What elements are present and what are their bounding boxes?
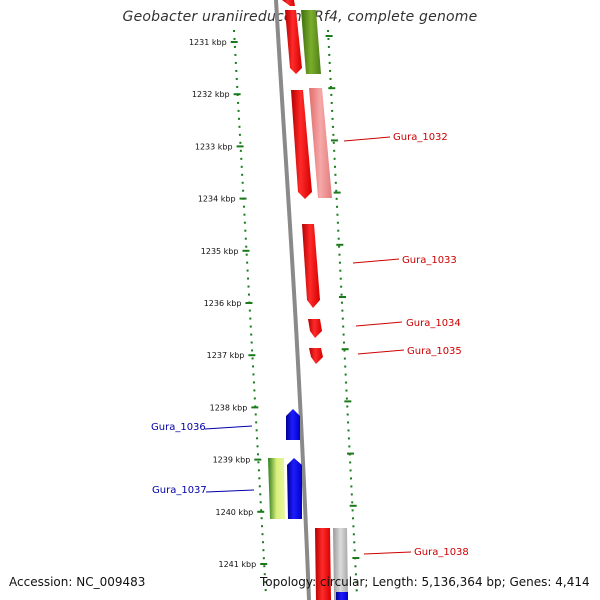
cog-green-feature[interactable] [301, 10, 321, 74]
ruler: 1231 kbp 1232 kbp 1233 kbp 1234 kbp 1235 kbp… [189, 29, 360, 597]
label-gura-1033[interactable]: Gura_1033 [402, 255, 457, 266]
genome-backbone [274, 0, 311, 600]
ruler-tick-label: 1233 kbp [195, 142, 233, 151]
gene-labels: Gura_1032 Gura_1033 Gura_1034 Gura_1035 … [151, 132, 469, 558]
accession-text: Accession: NC_009483 [9, 575, 146, 589]
ruler-tick-label: 1240 kbp [216, 508, 254, 517]
label-gura-1034[interactable]: Gura_1034 [406, 318, 461, 329]
gene-gura-1034[interactable] [308, 319, 322, 338]
gene-gura-1037[interactable] [287, 458, 302, 519]
ruler-tick-label: 1234 kbp [198, 195, 236, 204]
ruler-tick-label: 1237 kbp [207, 351, 245, 360]
gene-gura-1033[interactable] [302, 224, 320, 308]
forward-strand-genes [282, 0, 348, 600]
gene-gura-1035[interactable] [309, 348, 323, 364]
cog-gura-1037[interactable] [268, 458, 285, 519]
gene-gura-1038[interactable] [315, 528, 331, 600]
label-gura-1032[interactable]: Gura_1032 [393, 132, 448, 143]
label-gura-1037[interactable]: Gura_1037 [152, 485, 207, 496]
label-gura-1036[interactable]: Gura_1036 [151, 422, 206, 433]
ruler-tick-label: 1231 kbp [189, 38, 227, 47]
ruler-tick-label: 1232 kbp [192, 90, 230, 99]
cog-gura-1038[interactable] [333, 528, 348, 600]
ruler-inner-arc [233, 29, 267, 597]
gene-gura-1036[interactable] [286, 409, 300, 440]
ruler-outer-arc [327, 29, 358, 597]
label-gura-1038[interactable]: Gura_1038 [414, 547, 469, 558]
ruler-tick-label: 1235 kbp [201, 247, 239, 256]
gene-feature-top-b[interactable] [285, 10, 302, 74]
cog-gura-1032[interactable] [309, 88, 332, 198]
genome-title: Geobacter uraniireducens Rf4, complete g… [122, 9, 478, 25]
ruler-tick-label: 1236 kbp [204, 299, 242, 308]
ruler-tick-label: 1238 kbp [210, 403, 248, 412]
genome-summary-text: Topology: circular; Length: 5,136,364 bp… [260, 575, 590, 589]
gene-feature-bottom-blue[interactable] [336, 592, 348, 600]
label-gura-1035[interactable]: Gura_1035 [407, 346, 462, 357]
gene-gura-1032[interactable] [291, 90, 312, 199]
ruler-tick-label: 1241 kbp [218, 560, 256, 569]
gene-feature-top-a[interactable] [282, 0, 295, 6]
ruler-tick-label: 1239 kbp [213, 456, 251, 465]
reverse-strand-genes [268, 409, 302, 519]
